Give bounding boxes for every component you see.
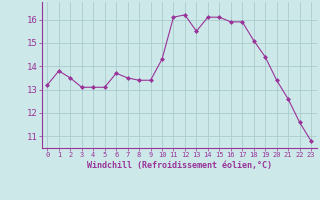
- X-axis label: Windchill (Refroidissement éolien,°C): Windchill (Refroidissement éolien,°C): [87, 161, 272, 170]
